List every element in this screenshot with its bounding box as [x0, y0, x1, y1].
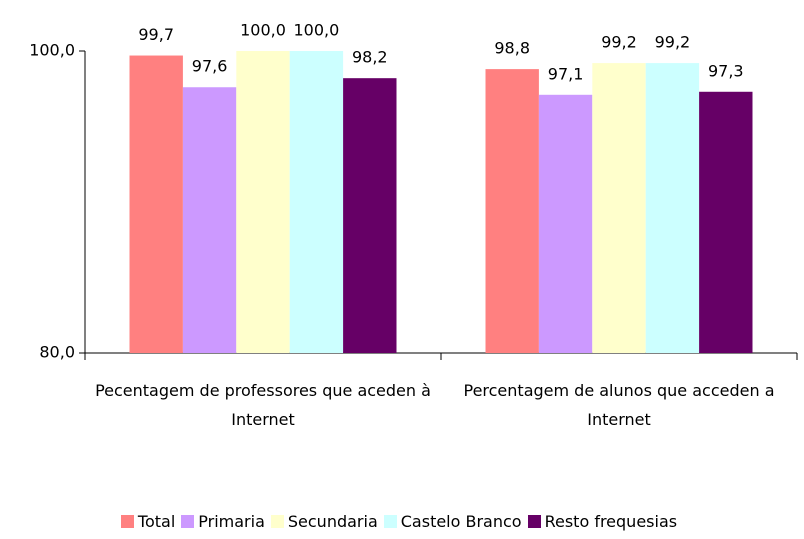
- data-label: 100,0: [240, 21, 286, 40]
- bar: [592, 63, 646, 354]
- bar: [538, 94, 593, 353]
- legend-swatch: [527, 515, 541, 528]
- bar: [485, 69, 539, 354]
- legend-swatch: [181, 515, 195, 528]
- legend-label: Castelo Branco: [400, 512, 522, 531]
- data-label: 98,8: [494, 39, 530, 58]
- y-tick-label: 100,0: [29, 41, 75, 60]
- x-tick-label: Pecentagem de professores que aceden à I…: [95, 381, 431, 429]
- legend-item: Total: [120, 512, 176, 531]
- legend: Total Primaria Secundaria Castelo Branco Res…: [0, 512, 804, 531]
- legend-label: Total: [137, 512, 176, 531]
- legend-swatch: [120, 515, 134, 528]
- bar: [289, 51, 344, 353]
- legend-label: Resto frequesias: [544, 512, 678, 531]
- y-tick-label: 80,0: [39, 343, 75, 362]
- legend-swatch: [270, 515, 284, 528]
- data-label: 98,2: [352, 48, 388, 67]
- x-tick-label: Percentagem de alunos que acceden a Inte…: [463, 381, 775, 429]
- legend-swatch: [383, 515, 397, 528]
- legend-item: Castelo Branco: [383, 512, 522, 531]
- legend-label: Secundaria: [287, 512, 378, 531]
- data-label: 97,6: [192, 57, 228, 76]
- bar: [699, 91, 753, 354]
- legend-item: Secundaria: [270, 512, 378, 531]
- bar: [343, 78, 397, 354]
- legend-item: Resto frequesias: [527, 512, 678, 531]
- legend-label: Primaria: [198, 512, 265, 531]
- bar: [182, 87, 237, 354]
- data-label: 99,7: [138, 25, 174, 44]
- bar: [645, 63, 700, 354]
- bar: [129, 55, 183, 353]
- data-label: 99,2: [655, 33, 691, 52]
- legend-item: Primaria: [181, 512, 265, 531]
- data-label: 100,0: [293, 21, 339, 40]
- data-label: 97,3: [708, 61, 744, 80]
- bar: [236, 51, 290, 353]
- data-label: 97,1: [548, 64, 584, 83]
- data-label: 99,2: [601, 33, 637, 52]
